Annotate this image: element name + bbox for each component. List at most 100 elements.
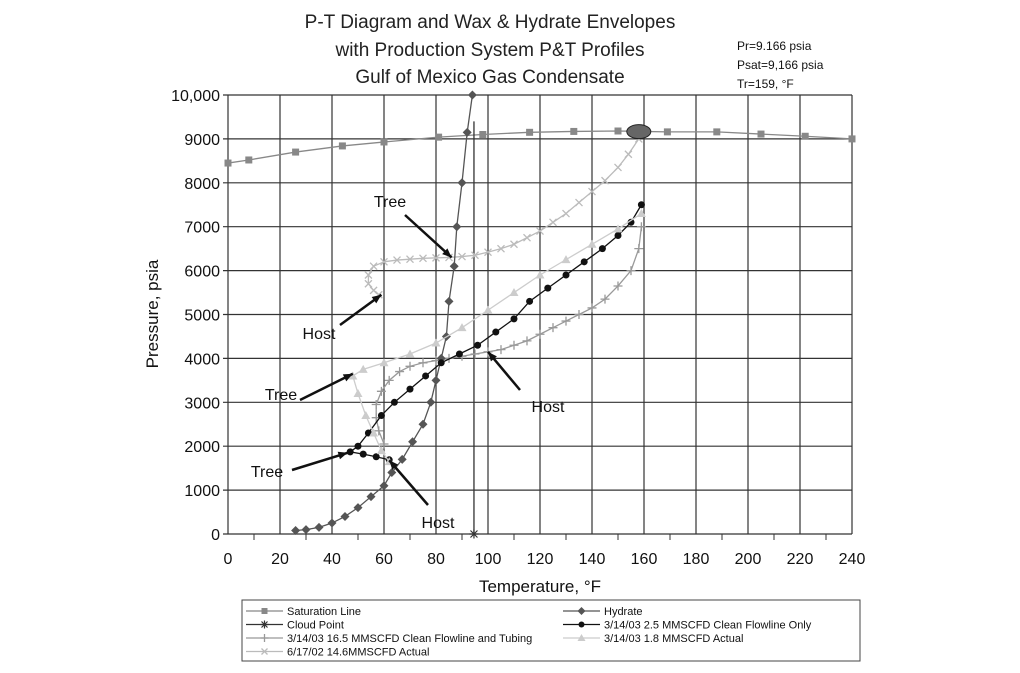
circle-marker bbox=[346, 448, 354, 456]
plus-marker bbox=[636, 222, 646, 232]
square-marker bbox=[261, 608, 268, 614]
x-marker bbox=[369, 262, 378, 271]
callout-arrow bbox=[404, 214, 453, 259]
circle-marker bbox=[474, 341, 482, 349]
plus-marker bbox=[634, 244, 644, 254]
triangle-marker bbox=[361, 410, 371, 419]
diamond-marker bbox=[449, 261, 459, 271]
circle-marker bbox=[526, 297, 534, 305]
circle-marker bbox=[455, 350, 463, 358]
title-line-1: P-T Diagram and Wax & Hydrate Envelopes bbox=[305, 12, 676, 33]
x-marker bbox=[601, 176, 609, 185]
square-marker bbox=[526, 128, 534, 136]
triangle-marker bbox=[431, 338, 441, 347]
plus-marker bbox=[470, 349, 480, 359]
plus-marker bbox=[260, 634, 269, 642]
x-marker bbox=[536, 227, 544, 236]
plus-marker bbox=[509, 340, 519, 350]
diamond-marker bbox=[452, 222, 462, 232]
legend-item: Hydrate bbox=[563, 606, 643, 618]
x-marker bbox=[588, 187, 596, 196]
y-tick-label: 0 bbox=[211, 527, 220, 544]
diamond-marker bbox=[314, 522, 324, 532]
circle-marker bbox=[492, 328, 500, 336]
triangle-marker bbox=[561, 255, 571, 264]
grid bbox=[223, 94, 853, 540]
legend: Saturation Line Hydrate Cloud Point 3/14/03… bbox=[241, 599, 861, 662]
triangle-marker bbox=[587, 239, 597, 248]
circle-marker bbox=[390, 398, 398, 406]
legend-item: Cloud Point bbox=[246, 620, 344, 632]
plus-marker bbox=[395, 367, 405, 377]
x-tick-label: 240 bbox=[839, 551, 866, 568]
legend-label: 3/14/03 1.8 MMSCFD Actual bbox=[604, 633, 743, 645]
x-marker bbox=[380, 257, 388, 266]
diamond-marker bbox=[408, 437, 418, 447]
title-line-3: Gulf of Mexico Gas Condensate bbox=[355, 67, 624, 88]
x-marker bbox=[432, 253, 440, 262]
square-marker bbox=[224, 159, 232, 167]
callout-arrow bbox=[299, 372, 354, 402]
circle-marker bbox=[377, 411, 385, 419]
callout-arrow bbox=[388, 459, 429, 506]
legend-label: Saturation Line bbox=[287, 606, 361, 618]
arrowhead-icon bbox=[488, 351, 497, 362]
circle-marker bbox=[580, 258, 588, 266]
x-marker bbox=[419, 254, 427, 263]
diamond-marker bbox=[467, 90, 477, 100]
series-3-14-03-2-5-mmscfd-clean-flowline-only bbox=[346, 201, 645, 464]
plus-marker bbox=[613, 281, 623, 291]
callouts: Tree Host Tree Tree Host Host bbox=[251, 194, 565, 532]
x-tick-label: 120 bbox=[527, 551, 554, 568]
circle-marker bbox=[422, 372, 430, 380]
tick-labels: 0 20 40 60 80 100 120 140 160 180 200 220 240 0 1000 20… bbox=[171, 88, 865, 568]
series-3-14-03-1-8-mmscfd-actual bbox=[348, 209, 646, 466]
x-tick-label: 80 bbox=[427, 551, 445, 568]
series-line bbox=[352, 212, 642, 462]
circle-marker bbox=[406, 385, 414, 393]
square-marker bbox=[245, 156, 253, 164]
plus-marker bbox=[561, 316, 571, 326]
star-marker bbox=[469, 529, 479, 539]
triangle-marker bbox=[405, 349, 415, 358]
diamond-marker bbox=[301, 525, 311, 535]
legend-label: Hydrate bbox=[604, 606, 643, 618]
x-tick-label: 220 bbox=[787, 551, 814, 568]
diamond-marker bbox=[387, 468, 397, 478]
title-line-2: with Production System P&T Profiles bbox=[334, 40, 644, 61]
callout-label: Tree bbox=[374, 194, 406, 211]
x-marker bbox=[393, 256, 401, 265]
x-marker bbox=[471, 251, 479, 260]
x-marker bbox=[364, 271, 373, 279]
plus-marker bbox=[587, 303, 597, 313]
arrowhead-icon bbox=[371, 294, 382, 304]
plus-marker bbox=[626, 266, 636, 276]
diamond-marker bbox=[340, 511, 350, 521]
callout-arrow bbox=[291, 451, 348, 472]
square-marker bbox=[713, 128, 721, 136]
y-tick-label: 4000 bbox=[184, 351, 220, 368]
diamond-marker bbox=[366, 492, 376, 502]
circle-marker bbox=[544, 284, 552, 292]
circle-marker bbox=[510, 315, 518, 323]
legend-label: 3/14/03 2.5 MMSCFD Clean Flowline Only bbox=[604, 620, 812, 632]
x-marker bbox=[510, 240, 518, 249]
y-tick-label: 5000 bbox=[184, 308, 220, 325]
plus-marker bbox=[574, 310, 584, 319]
diamond-marker bbox=[577, 607, 586, 615]
plus-marker bbox=[405, 361, 415, 371]
triangle-marker bbox=[577, 634, 586, 641]
y-tick-label: 10,000 bbox=[171, 88, 220, 105]
legend-box bbox=[241, 599, 861, 662]
callout-label: Host bbox=[532, 399, 565, 416]
legend-item: 3/14/03 1.8 MMSCFD Actual bbox=[563, 633, 743, 645]
x-marker bbox=[364, 279, 373, 288]
square-marker bbox=[435, 133, 443, 141]
arrowhead-icon bbox=[342, 373, 353, 382]
triangle-marker bbox=[358, 364, 368, 373]
triangle-marker bbox=[353, 389, 363, 398]
circle-marker bbox=[578, 621, 585, 628]
series-cloud-point bbox=[469, 121, 479, 539]
square-marker bbox=[663, 128, 671, 136]
arrowhead-icon bbox=[389, 460, 399, 470]
